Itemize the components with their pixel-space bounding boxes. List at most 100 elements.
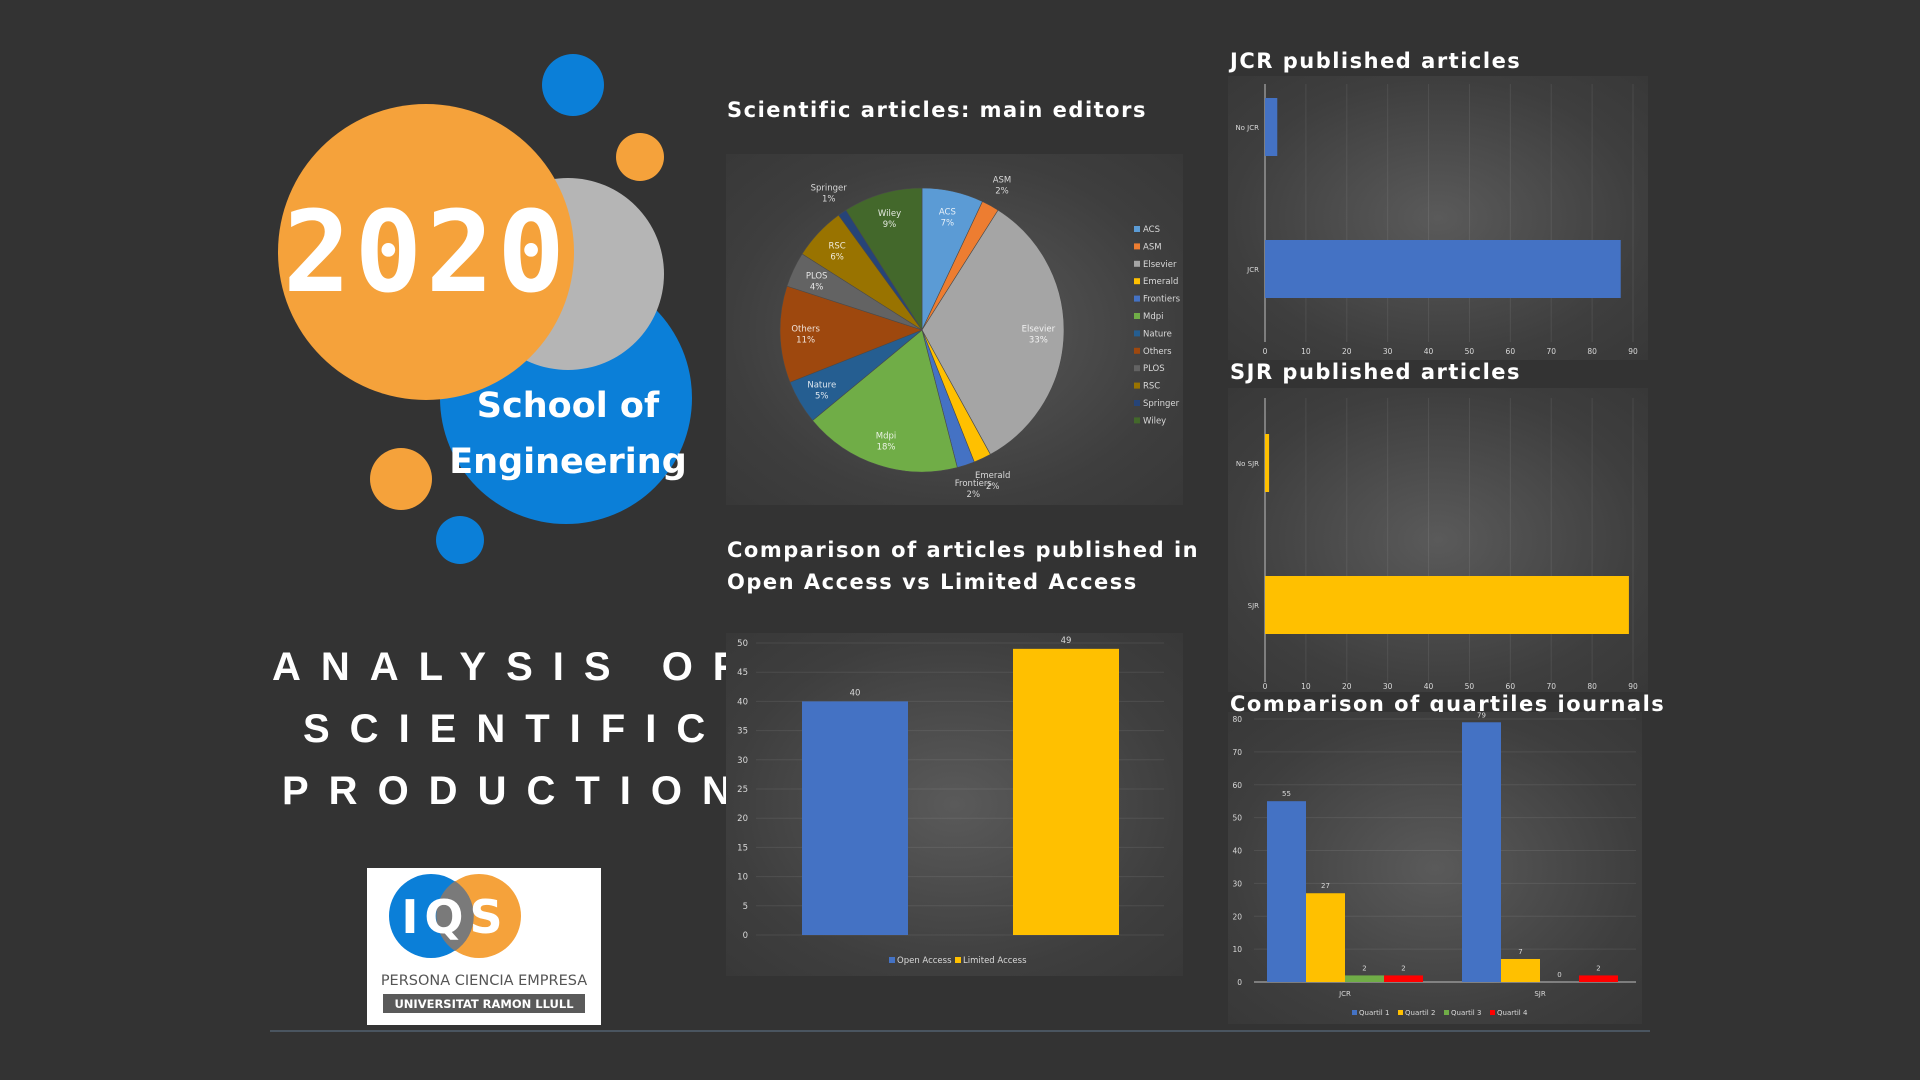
quart-value-jcr-quartil-1: 55 [1282, 790, 1291, 798]
quart-bar-jcr-quartil-3 [1345, 975, 1384, 982]
legend-label-mdpi: Mdpi [1143, 312, 1164, 322]
sjr-xtick-60: 60 [1506, 682, 1516, 691]
jcr-xtick-50: 50 [1465, 347, 1475, 356]
quart-xtick-jcr: JCR [1338, 990, 1351, 998]
access-value-limited-access: 49 [1061, 636, 1072, 646]
pie-label-plos: PLOS [806, 271, 828, 281]
orange-dot-small [616, 133, 664, 181]
sjr-xtick-50: 50 [1465, 682, 1475, 691]
sjr-bar-no-sjr [1265, 434, 1270, 492]
sjr-xtick-90: 90 [1628, 682, 1638, 691]
quart-legend-swatch-quartil-2 [1398, 1010, 1403, 1015]
jcr-xtick-60: 60 [1506, 347, 1516, 356]
access-chart-title: Comparison of articles published in Open… [727, 534, 1199, 598]
quart-ytick-0: 0 [1237, 978, 1242, 987]
iqs-logo-graphic: IQS PERSONA CIENCIA EMPRESA UNIVERSITAT … [381, 874, 587, 1013]
access-legend-limited-access: Limited Access [963, 956, 1027, 966]
quart-ytick-70: 70 [1232, 748, 1242, 757]
access-legend-swatch-open-access [889, 957, 895, 963]
quart-ytick-10: 10 [1232, 945, 1242, 954]
legend-label-frontiers: Frontiers [1143, 295, 1181, 305]
quart-value-sjr-quartil-2: 7 [1518, 948, 1522, 956]
quart-xtick-sjr: SJR [1534, 990, 1546, 998]
quart-value-jcr-quartil-4: 2 [1401, 964, 1405, 972]
pie-slice-wiley [845, 187, 923, 332]
access-chart-area: 0 5 10 15 20 25 30 35 40 45 50 40 49 Open Access Limit… [726, 633, 1183, 976]
pie-pct-elsevier: 33% [1029, 336, 1048, 346]
orange-dot-left [370, 448, 432, 510]
access-title-line-2: Open Access vs Limited Access [727, 570, 1138, 594]
pie-pct-mdpi: 18% [877, 443, 896, 453]
access-bar-limited-access [1013, 648, 1119, 935]
legend-label-elsevier: Elsevier [1143, 260, 1177, 270]
pie-label-emerald: Emerald [975, 471, 1010, 481]
legend-label-acs: ACS [1143, 225, 1160, 235]
access-ytick-45: 45 [737, 668, 748, 678]
legend-label-rsc: RSC [1143, 382, 1160, 392]
quart-ytick-20: 20 [1232, 912, 1242, 921]
quartiles-chart-area: 0 10 20 30 40 50 60 70 80 55 27 2 2 JCR 79 7 0 2 SJR Quarti… [1228, 711, 1642, 1024]
jcr-xtick-10: 10 [1301, 347, 1311, 356]
logo-mark: IQS [401, 890, 508, 944]
legend-swatch-rsc [1134, 382, 1140, 389]
school-name: School of Engineering [440, 378, 696, 490]
pie-chart-area: ACS 7% ASM 2% Elsevier 33% Emerald 2% Frontiers 2… [726, 154, 1183, 505]
access-bar-open-access [802, 701, 908, 935]
bottom-divider [270, 1030, 1650, 1032]
blue-dot-bottom [436, 516, 484, 564]
main-title-line-2: SCIENTIFIC [303, 707, 726, 751]
legend-swatch-others [1134, 347, 1140, 354]
quart-bar-sjr-quartil-2 [1501, 958, 1540, 982]
quart-legend-quartil-3: Quartil 3 [1451, 1009, 1481, 1017]
jcr-chart-area: 0 10 20 30 40 50 60 70 80 90 No JCR JCR [1228, 76, 1648, 360]
quart-value-sjr-quartil-3: 0 [1557, 971, 1561, 979]
access-ytick-10: 10 [737, 873, 748, 883]
legend-swatch-plos [1134, 365, 1140, 372]
access-value-open-access: 40 [850, 688, 861, 698]
legend-swatch-nature [1134, 330, 1140, 337]
legend-label-asm: ASM [1143, 242, 1162, 252]
legend-label-nature: Nature [1143, 329, 1172, 339]
pie-pct-plos: 4% [810, 282, 824, 292]
legend-label-others: Others [1143, 347, 1172, 357]
jcr-ylabel-jcr: JCR [1246, 266, 1259, 274]
logo-university-bar [383, 994, 585, 1013]
orange-circle-large [278, 104, 574, 400]
legend-swatch-frontiers [1134, 295, 1140, 302]
access-ytick-30: 30 [737, 756, 748, 766]
pie-pct-asm: 2% [995, 187, 1009, 197]
jcr-bar-chart: 0 10 20 30 40 50 60 70 80 90 No JCR JCR [1235, 84, 1638, 356]
jcr-xtick-90: 90 [1628, 347, 1638, 356]
sjr-bar-chart: 0 10 20 30 40 50 60 70 80 90 No SJR SJR [1236, 398, 1638, 691]
quart-legend-quartil-2: Quartil 2 [1405, 1009, 1435, 1017]
quart-value-sjr-quartil-4: 2 [1596, 964, 1600, 972]
sjr-xtick-30: 30 [1383, 682, 1393, 691]
pie-slice-others [779, 285, 923, 383]
legend-label-wiley: Wiley [1143, 416, 1166, 426]
sjr-xtick-20: 20 [1342, 682, 1352, 691]
sjr-xtick-80: 80 [1587, 682, 1597, 691]
main-title-line-3: PRODUCTION [282, 769, 751, 813]
pie-pct-wiley: 9% [883, 220, 897, 230]
pie-label-others: Others [791, 325, 820, 335]
legend-label-emerald: Emerald [1143, 277, 1178, 287]
quart-bar-jcr-quartil-4 [1384, 975, 1423, 982]
access-legend-open-access: Open Access [897, 956, 952, 966]
jcr-xtick-70: 70 [1546, 347, 1556, 356]
legend-swatch-acs [1134, 226, 1140, 232]
quart-bar-jcr-quartil-2 [1306, 893, 1345, 982]
access-ytick-25: 25 [737, 785, 748, 795]
pie-label-mdpi: Mdpi [876, 432, 897, 442]
quart-ytick-60: 60 [1232, 781, 1242, 790]
legend-swatch-mdpi [1134, 313, 1140, 319]
pie-pct-acs: 7% [941, 218, 955, 228]
jcr-chart-title: JCR published articles [1230, 49, 1522, 73]
quart-legend-quartil-4: Quartil 4 [1497, 1009, 1528, 1017]
jcr-bar-no-jcr [1265, 98, 1278, 156]
legend-swatch-elsevier [1134, 260, 1140, 267]
legend-label-plos: PLOS [1143, 364, 1165, 374]
pie-pct-rsc: 6% [830, 252, 844, 262]
access-ytick-15: 15 [737, 843, 748, 853]
access-title-line-1: Comparison of articles published in [727, 538, 1200, 562]
